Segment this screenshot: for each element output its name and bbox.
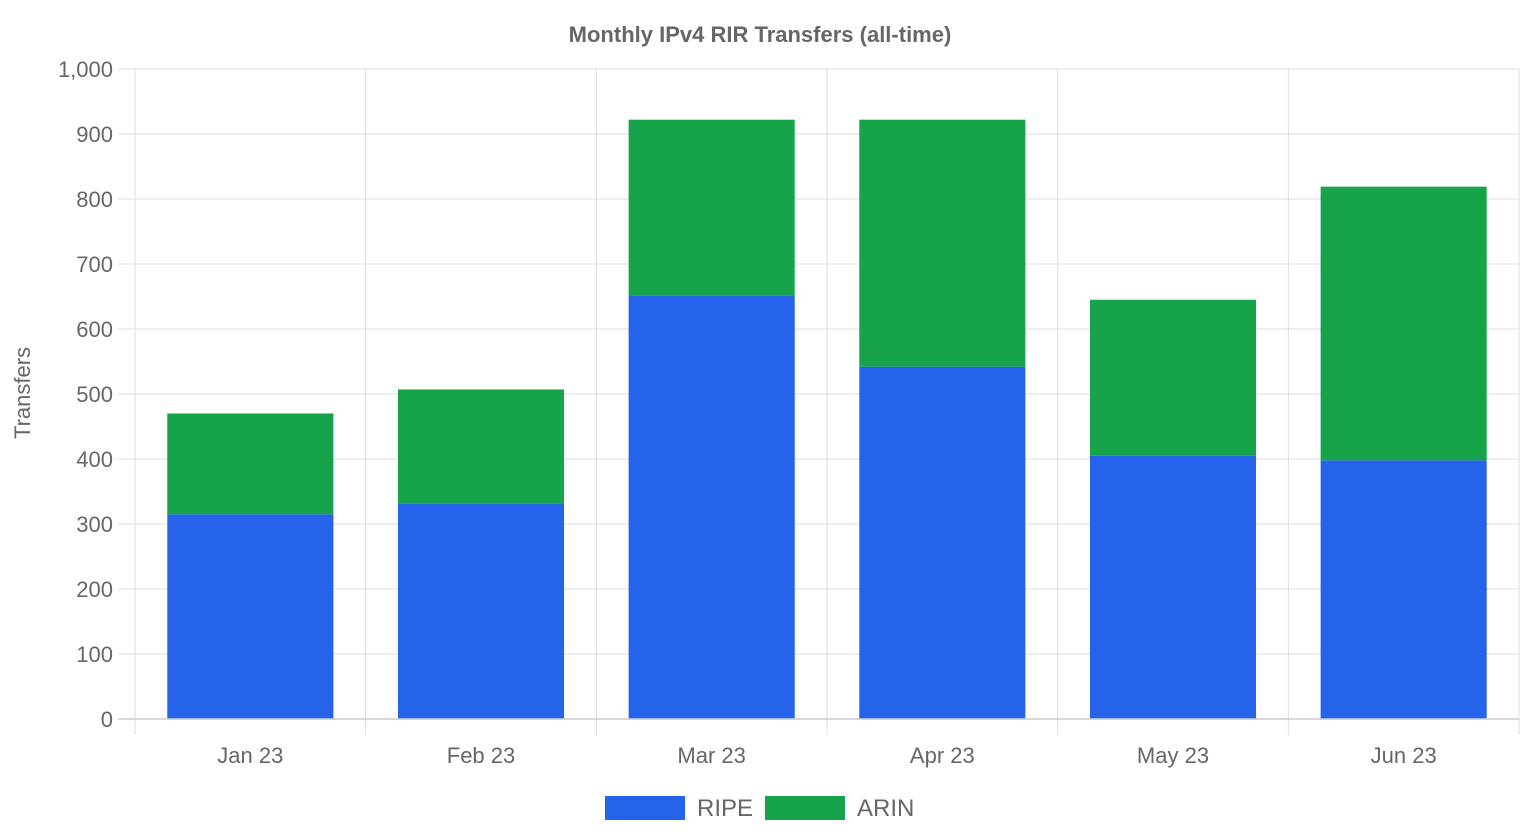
x-tick-label: Mar 23 [677,743,745,768]
x-tick-label: May 23 [1137,743,1209,768]
chart-title: Monthly IPv4 RIR Transfers (all-time) [569,22,952,47]
axes: 0 100 200 300 400 500 600 700 800 900 1,000 Jan 23 F… [58,57,1519,768]
bar-ripe-apr-23[interactable] [859,366,1026,719]
bars [167,119,1487,719]
legend-label: RIPE [697,795,753,822]
bar-ripe-feb-23[interactable] [397,503,565,719]
y-tick-label: 400 [76,447,113,472]
y-tick-label: 600 [76,317,113,342]
grid-lines [118,68,1520,735]
legend-item-ripe[interactable]: RIPE [605,795,753,822]
y-axis-label: Transfers [10,347,35,439]
legend-swatch [765,796,845,820]
bar-arin-feb-23[interactable] [397,389,565,504]
legend[interactable]: RIPE ARIN [605,795,914,822]
bar-ripe-jun-23[interactable] [1320,460,1487,719]
x-tick-label: Jan 23 [217,743,283,768]
y-tick-label: 1,000 [58,57,113,82]
bar-ripe-jan-23[interactable] [167,514,334,719]
bar-arin-jan-23[interactable] [167,413,334,515]
bar-arin-jun-23[interactable] [1320,186,1487,461]
legend-label: ARIN [857,795,914,822]
y-tick-label: 100 [76,642,113,667]
x-tick-label: Jun 23 [1371,743,1437,768]
y-tick-label: 800 [76,187,113,212]
y-tick-label: 500 [76,382,113,407]
bar-arin-mar-23[interactable] [628,119,795,296]
bar-ripe-may-23[interactable] [1089,455,1257,719]
legend-swatch [605,796,685,820]
x-tick-label: Apr 23 [910,743,975,768]
bar-arin-may-23[interactable] [1089,299,1257,456]
y-tick-label: 200 [76,577,113,602]
bar-arin-apr-23[interactable] [859,119,1026,367]
bar-ripe-mar-23[interactable] [628,295,795,719]
y-tick-label: 700 [76,252,113,277]
legend-item-arin[interactable]: ARIN [765,795,914,822]
y-tick-label: 900 [76,122,113,147]
y-tick-label: 300 [76,512,113,537]
x-tick-label: Feb 23 [447,743,516,768]
y-tick-label: 0 [101,707,113,732]
